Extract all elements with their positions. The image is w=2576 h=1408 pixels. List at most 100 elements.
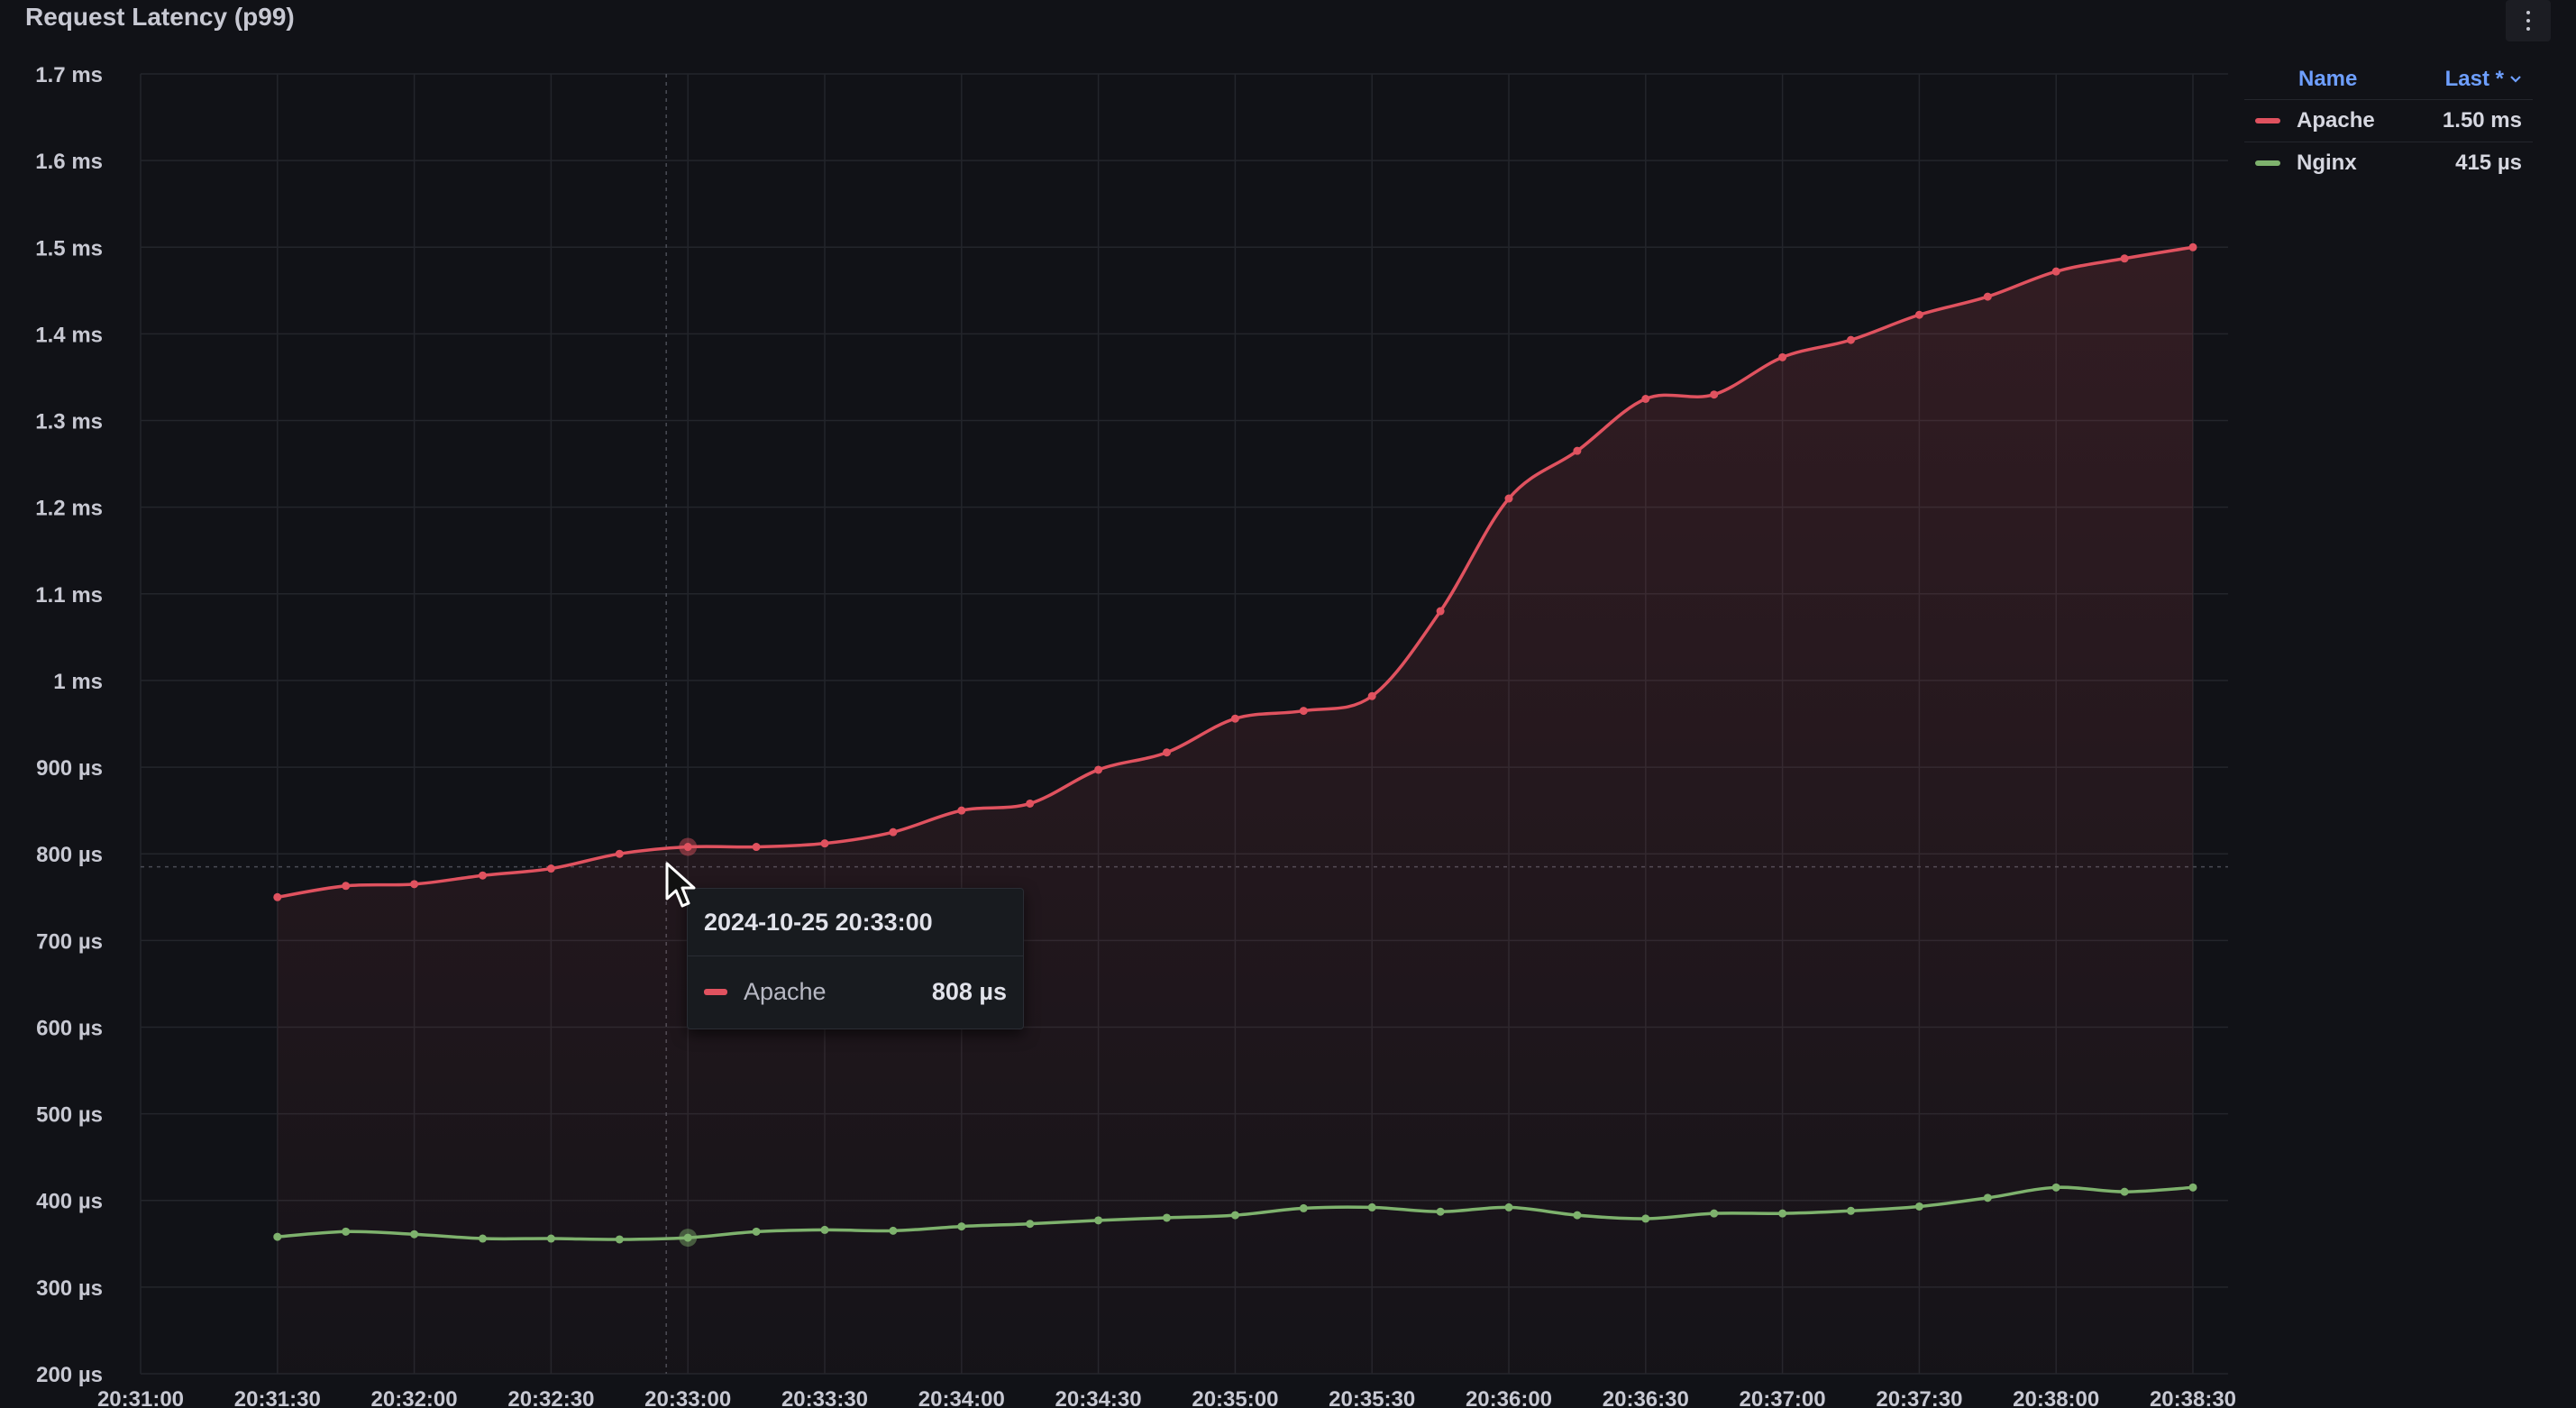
x-tick-label: 20:36:00 [1466,1387,1552,1408]
series-color-swatch [2255,160,2280,166]
x-tick-label: 20:36:30 [1603,1387,1689,1408]
data-point-nginx [2120,1187,2129,1196]
data-point-nginx [2051,1183,2060,1192]
data-point-apache [752,843,761,852]
data-point-nginx [615,1235,624,1244]
data-point-nginx [273,1232,282,1241]
hover-tooltip: 2024-10-25 20:33:00 Apache 808 µs [687,888,1024,1029]
legend-item-apache[interactable]: Apache 1.50 ms [2244,99,2533,142]
x-tick-label: 20:37:00 [1740,1387,1826,1408]
legend-header-last[interactable]: Last * [2445,67,2522,92]
legend-item-nginx[interactable]: Nginx 415 µs [2244,142,2533,184]
x-tick-label: 20:32:30 [507,1387,594,1408]
data-point-nginx [1710,1209,1719,1218]
tooltip-value: 808 µs [931,977,1007,1005]
y-tick-label: 600 µs [36,1016,103,1040]
legend-table: Name Last * Apache 1.50 ms Nginx 415 µs [2244,59,2533,184]
data-point-apache [889,827,898,837]
data-point-nginx [1778,1209,1787,1218]
data-point-apache [2120,254,2129,263]
data-point-apache [615,849,624,858]
hover-point-nginx [679,1229,698,1248]
y-tick-label: 500 µs [36,1103,103,1128]
tooltip-series-name: Apache [744,977,827,1005]
y-tick-label: 1.6 ms [35,150,103,174]
x-tick-label: 20:38:00 [2013,1387,2099,1408]
data-point-nginx [1163,1213,1171,1222]
data-point-apache [342,882,351,891]
kebab-menu-icon [2526,11,2530,31]
data-point-nginx [342,1227,351,1236]
data-point-nginx [1504,1202,1513,1211]
legend-header: Name Last * [2244,59,2533,99]
legend-item-name: Apache [2297,108,2375,133]
x-tick-label: 20:37:30 [1876,1387,1962,1408]
data-point-apache [1436,607,1445,616]
data-point-nginx [546,1234,555,1243]
series-color-swatch [704,988,727,995]
panel-menu-button[interactable] [2506,0,2551,41]
data-point-apache [2188,242,2197,251]
data-point-apache [2051,267,2060,276]
data-point-nginx [1983,1193,1992,1202]
data-point-apache [410,880,419,889]
x-tick-label: 20:34:30 [1055,1387,1142,1408]
x-tick-label: 20:31:30 [234,1387,321,1408]
data-point-nginx [1230,1211,1239,1220]
data-point-apache [1367,691,1376,700]
data-point-apache [479,871,487,880]
x-tick-label: 20:35:00 [1192,1387,1278,1408]
data-point-nginx [1299,1203,1308,1212]
y-tick-label: 800 µs [36,843,103,867]
chevron-down-icon [2510,76,2521,83]
data-point-nginx [1026,1220,1035,1229]
hover-point-apache [679,837,698,856]
data-point-apache [1026,799,1035,808]
y-tick-label: 1.2 ms [35,497,103,521]
data-point-apache [1847,335,1855,344]
data-point-nginx [752,1227,761,1236]
tooltip-row: Apache 808 µs [704,955,1007,1028]
y-tick-label: 1.4 ms [35,323,103,347]
data-point-apache [1778,352,1787,361]
data-point-apache [1163,748,1171,757]
mouse-pointer-icon [665,862,696,908]
data-point-nginx [820,1225,829,1234]
data-point-nginx [1914,1202,1923,1211]
legend-item-last: 415 µs [2455,151,2522,175]
legend-item-last: 1.50 ms [2442,108,2522,133]
data-point-apache [1230,714,1239,723]
x-tick-label: 20:35:30 [1329,1387,1415,1408]
y-tick-label: 1.1 ms [35,583,103,608]
x-tick-label: 20:33:00 [644,1387,731,1408]
data-point-apache [1914,310,1923,319]
data-point-nginx [479,1234,487,1243]
data-point-nginx [2188,1183,2197,1192]
data-point-nginx [1436,1207,1445,1216]
y-tick-label: 900 µs [36,756,103,781]
y-tick-label: 1.5 ms [35,236,103,261]
data-point-nginx [889,1226,898,1235]
data-point-nginx [1573,1211,1582,1220]
data-point-apache [1094,765,1103,774]
y-tick-label: 1.3 ms [35,410,103,434]
legend-header-name[interactable]: Name [2298,67,2358,91]
data-point-apache [1710,390,1719,399]
y-tick-label: 700 µs [36,929,103,954]
data-point-apache [1641,395,1650,403]
data-point-apache [1983,292,1992,301]
data-point-apache [820,839,829,848]
data-point-nginx [1641,1214,1650,1223]
y-tick-label: 1.7 ms [35,63,103,87]
y-tick-label: 200 µs [36,1363,103,1387]
y-axis: 200 µs 300 µs 400 µs 500 µs 600 µs 700 µs 800 … [35,63,103,1387]
y-tick-label: 1 ms [53,670,103,694]
x-tick-label: 20:38:30 [2150,1387,2236,1408]
series-color-swatch [2255,118,2280,123]
data-point-apache [546,864,555,873]
x-axis: 20:31:00 20:31:30 20:32:00 20:32:30 20:33:00… [97,1387,2236,1408]
x-tick-label: 20:33:30 [781,1387,868,1408]
data-point-apache [273,892,282,901]
